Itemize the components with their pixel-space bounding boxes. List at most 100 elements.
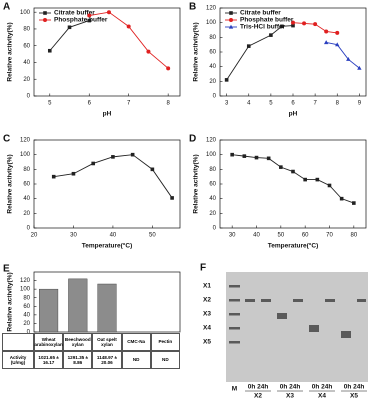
ladder-label: M (232, 386, 237, 393)
point (291, 23, 295, 28)
x-tick-label: 7 (127, 101, 131, 107)
y-tick-label: 0 (213, 226, 217, 232)
series-line (326, 42, 360, 69)
band (229, 341, 240, 344)
y-tick-label: 20 (23, 77, 30, 83)
y-tick-label: 20 (23, 321, 30, 327)
y-tick-label: 100 (206, 152, 217, 158)
y-tick-label: 80 (209, 167, 216, 173)
marker-label: X3 (203, 311, 211, 318)
x-tick-label: 6 (88, 101, 92, 107)
point (315, 177, 320, 182)
panel-letter: F (200, 263, 206, 274)
series-line (53, 154, 173, 199)
panel-letter: E (3, 264, 10, 275)
lane-time: 0h 24h (312, 384, 333, 391)
band (293, 299, 303, 302)
y-tick-label: 120 (20, 278, 31, 284)
band (277, 313, 287, 319)
y-axis-label: Relative activity(%) (7, 154, 14, 213)
lane-time: 0h 24h (344, 384, 365, 391)
point (71, 171, 76, 176)
x-tick-label: 40 (110, 233, 117, 239)
point (335, 30, 340, 35)
point (170, 196, 174, 200)
point (146, 49, 151, 54)
point (246, 44, 251, 48)
point (87, 18, 92, 23)
point (242, 154, 247, 158)
series-line (49, 20, 90, 52)
legend-marker (229, 11, 233, 15)
point (254, 155, 259, 160)
legend-marker (228, 24, 234, 29)
legend-marker (43, 11, 47, 15)
point (230, 152, 234, 157)
point (280, 24, 284, 29)
y-tick-label: 20 (23, 211, 30, 217)
x-tick-label: 8 (336, 101, 340, 107)
band (357, 299, 366, 302)
band (341, 331, 351, 338)
bar (39, 288, 59, 333)
x-tick-label: 80 (350, 233, 357, 239)
x-tick-label: 4 (247, 101, 251, 107)
marker-label: X2 (203, 297, 211, 304)
y-tick-label: 40 (23, 60, 30, 66)
y-tick-label: 0 (27, 226, 31, 232)
band (229, 327, 240, 330)
y-tick-label: 60 (23, 182, 30, 188)
y-tick-label: 60 (209, 50, 216, 56)
y-tick-label: 100 (206, 20, 217, 26)
activity-cell: 1148.97 ± 20.06 (92, 351, 122, 369)
y-tick-label: 0 (27, 330, 31, 336)
lane-name: X3 (286, 393, 294, 400)
point (150, 167, 155, 172)
x-tick-label: 9 (358, 101, 362, 107)
y-axis-label: Relative activity(%) (193, 22, 200, 81)
band (261, 299, 271, 302)
x-tick-label: 30 (229, 233, 236, 239)
activity-table: Wheat arabinoxylan Beechwood xylan Oat spe… (2, 333, 180, 369)
lane-name: X2 (254, 393, 262, 400)
point (313, 22, 318, 27)
y-axis-label: Relative activity(%) (7, 22, 14, 81)
y-tick-label: 40 (209, 64, 216, 70)
x-tick-label: 40 (253, 233, 260, 239)
marker-label: X4 (203, 325, 211, 332)
marker-label: X5 (203, 339, 211, 346)
y-tick-label: 120 (206, 6, 217, 12)
category-label: Oat spelt xylan (92, 333, 122, 351)
point (323, 40, 329, 45)
point (224, 78, 229, 82)
activity-cell: 1291.35 ± 8.86 (63, 351, 93, 369)
y-tick-label: 40 (23, 196, 30, 202)
x-axis-label: pH (103, 111, 112, 118)
panel-letter: C (3, 134, 10, 145)
y-tick-label: 60 (209, 182, 216, 188)
gel-bands (229, 285, 366, 344)
panel-letter: B (189, 2, 196, 13)
point (47, 48, 52, 53)
x-tick-label: 30 (70, 233, 77, 239)
point (324, 29, 329, 34)
lane-name: X5 (350, 393, 358, 400)
band (229, 299, 240, 302)
plot-frame (33, 7, 181, 97)
plot-frame (219, 139, 367, 229)
x-tick-label: 3 (225, 101, 229, 107)
point (346, 57, 351, 61)
point (266, 156, 271, 161)
point (352, 201, 356, 205)
row-header: Activity (U/mg) (2, 351, 34, 369)
y-tick-label: 100 (20, 152, 31, 158)
legend-label: Phosphate buffer (240, 17, 294, 24)
point (106, 10, 111, 15)
y-tick-label: 80 (23, 167, 30, 173)
table-corner (2, 333, 34, 351)
y-tick-label: 0 (213, 94, 217, 100)
band (245, 299, 255, 302)
plot-frame (33, 139, 181, 229)
y-tick-label: 80 (23, 295, 30, 301)
